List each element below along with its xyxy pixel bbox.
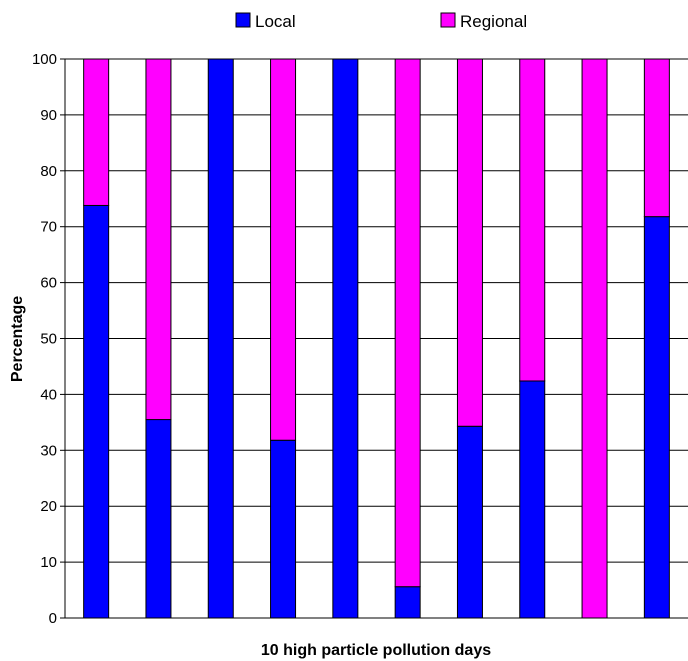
bar-segment-regional <box>519 58 546 382</box>
legend-swatch-regional <box>440 12 456 28</box>
x-axis-title: 10 high particle pollution days <box>261 642 491 659</box>
y-tick-label: 50 <box>40 331 57 348</box>
bar-segment-regional <box>581 58 608 619</box>
bars <box>83 58 670 619</box>
legend-swatch-local <box>235 12 251 28</box>
bar-segment-local <box>456 425 483 619</box>
bar-segment-regional <box>394 58 421 588</box>
y-tick-label: 80 <box>40 163 57 180</box>
bar-segment-regional <box>83 58 110 206</box>
bar-segment-local <box>145 419 172 619</box>
y-tick-label: 30 <box>40 442 57 459</box>
bar-segment-regional <box>643 58 670 218</box>
y-tick-label: 100 <box>32 51 57 68</box>
bar-segment-local <box>207 58 234 619</box>
bar-segment-local <box>394 586 421 619</box>
y-tick-label: 40 <box>40 386 57 403</box>
bar-segment-regional <box>456 58 483 427</box>
legend: Local Regional <box>235 12 527 31</box>
y-tick-label: 20 <box>40 498 57 515</box>
bar-segment-local <box>83 204 110 619</box>
y-tick-label: 60 <box>40 275 57 292</box>
y-axis-title: Percentage <box>9 296 26 382</box>
y-tick-label: 10 <box>40 554 57 571</box>
bar-segment-regional <box>270 58 297 441</box>
y-axis-ticks: 0 10 20 30 40 50 60 70 80 90 100 <box>32 51 65 627</box>
y-tick-label: 70 <box>40 219 57 236</box>
bar-segment-regional <box>145 58 172 421</box>
legend-label-regional: Regional <box>460 12 527 31</box>
legend-label-local: Local <box>255 12 296 31</box>
bar-segment-local <box>270 439 297 619</box>
y-tick-label: 90 <box>40 107 57 124</box>
bar-segment-local <box>332 58 359 619</box>
bar-segment-local <box>643 216 670 619</box>
y-tick-label: 0 <box>49 610 57 627</box>
bar-segment-local <box>519 380 546 619</box>
